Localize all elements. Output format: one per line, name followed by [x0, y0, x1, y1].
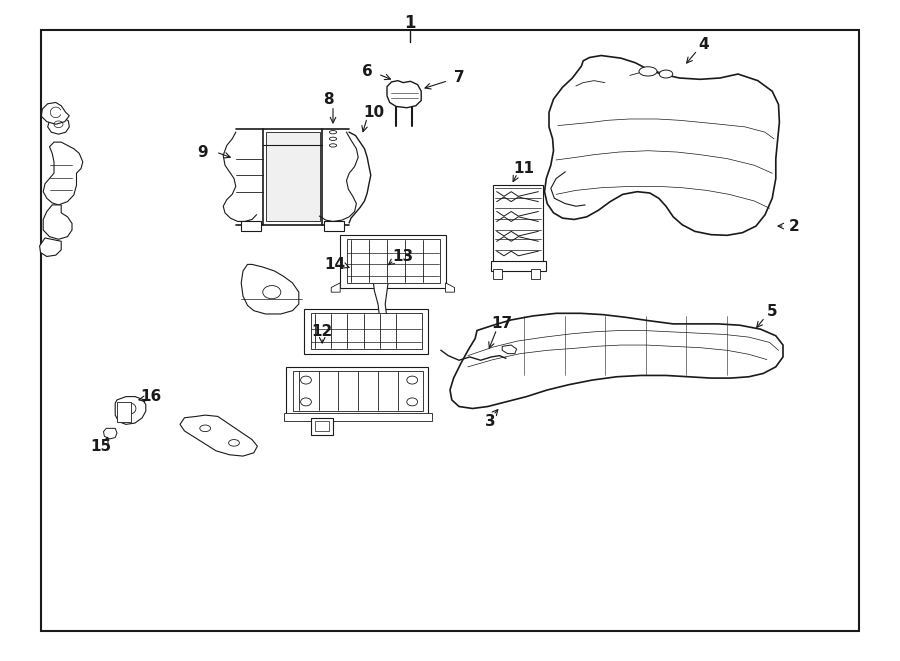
- Bar: [346, 239, 440, 283]
- Text: 5: 5: [767, 305, 778, 319]
- Polygon shape: [544, 56, 779, 235]
- Polygon shape: [115, 397, 146, 424]
- Text: 12: 12: [311, 325, 333, 339]
- Bar: [315, 421, 328, 431]
- Text: 6: 6: [362, 64, 373, 79]
- Text: 7: 7: [454, 71, 464, 85]
- Bar: [324, 221, 344, 231]
- Text: 11: 11: [513, 161, 535, 176]
- Bar: [266, 132, 320, 221]
- Bar: [117, 402, 130, 422]
- Ellipse shape: [329, 143, 337, 147]
- Text: 8: 8: [323, 92, 334, 106]
- Bar: [241, 221, 261, 231]
- Ellipse shape: [301, 376, 311, 384]
- Polygon shape: [387, 81, 421, 108]
- Polygon shape: [180, 415, 257, 456]
- Ellipse shape: [407, 398, 418, 406]
- Bar: [292, 371, 423, 411]
- Polygon shape: [48, 116, 69, 134]
- Polygon shape: [43, 205, 72, 239]
- Polygon shape: [43, 142, 83, 205]
- Bar: [310, 313, 422, 349]
- Bar: [286, 367, 428, 416]
- Bar: [310, 418, 333, 435]
- Text: 16: 16: [140, 389, 162, 404]
- Text: 17: 17: [491, 317, 513, 331]
- Bar: [493, 269, 502, 279]
- Ellipse shape: [200, 425, 211, 432]
- Ellipse shape: [407, 376, 418, 384]
- Ellipse shape: [301, 398, 311, 406]
- Ellipse shape: [659, 70, 673, 78]
- Polygon shape: [450, 313, 783, 408]
- Ellipse shape: [229, 440, 239, 446]
- Text: 1: 1: [404, 14, 415, 32]
- Text: 13: 13: [392, 249, 414, 264]
- Bar: [284, 413, 432, 421]
- Text: 15: 15: [90, 439, 112, 453]
- Bar: [340, 235, 446, 288]
- Text: 9: 9: [197, 145, 208, 159]
- Text: 3: 3: [485, 414, 496, 429]
- Text: 4: 4: [698, 38, 709, 52]
- Polygon shape: [104, 428, 117, 439]
- Polygon shape: [373, 263, 392, 344]
- Ellipse shape: [639, 67, 657, 76]
- Polygon shape: [331, 283, 340, 292]
- Bar: [493, 185, 543, 264]
- Bar: [304, 309, 428, 354]
- Polygon shape: [502, 345, 517, 354]
- Polygon shape: [41, 102, 69, 124]
- Ellipse shape: [329, 137, 337, 140]
- Bar: [491, 261, 546, 271]
- Ellipse shape: [329, 130, 337, 134]
- Text: 14: 14: [324, 257, 346, 272]
- Ellipse shape: [263, 286, 281, 299]
- Bar: [531, 269, 540, 279]
- Text: 10: 10: [363, 105, 384, 120]
- Text: 2: 2: [788, 219, 799, 233]
- Polygon shape: [241, 264, 299, 314]
- Ellipse shape: [125, 403, 136, 414]
- Polygon shape: [40, 238, 61, 256]
- Polygon shape: [446, 283, 454, 292]
